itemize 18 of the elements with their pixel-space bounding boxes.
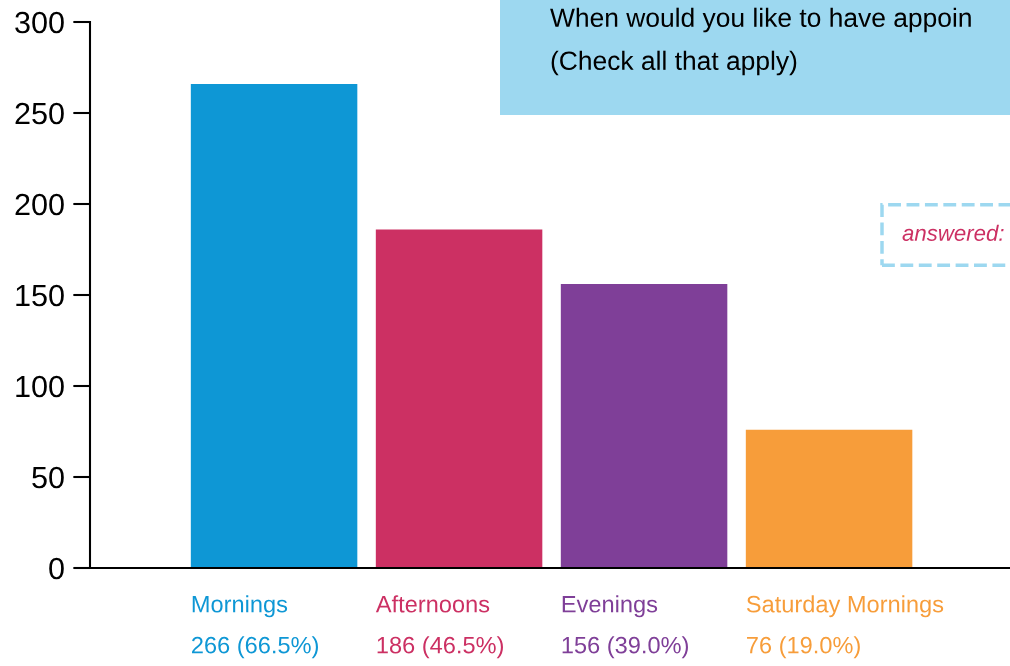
y-tick-label: 150 — [16, 284, 64, 307]
x-tick-label: Saturday Mornings — [746, 595, 944, 618]
y-tick-label: 250 — [15, 102, 64, 125]
x-tick-label: Afternoons — [375, 595, 490, 613]
data-label: 76 (19.0%) — [747, 636, 860, 659]
y-tick-label: 200 — [15, 193, 64, 216]
x-tick-label: Mornings — [192, 595, 288, 618]
y-tick-label: 50 — [32, 466, 64, 489]
y-tick-label: 0 — [49, 557, 64, 580]
y-tick-label: 100 — [16, 375, 64, 398]
y-tick-label: 300 — [15, 11, 64, 34]
text: (Check all that apply) — [551, 50, 797, 76]
annotation: answered: — [902, 224, 1004, 241]
data-label: 266 (66.5%) — [192, 636, 318, 659]
data-label: 186 (46.5%) — [377, 636, 503, 659]
x-tick-label: Evenings — [562, 595, 658, 618]
chart-title: When would you like to have appoin — [550, 7, 971, 33]
data-label: 156 (39.0%) — [562, 636, 688, 659]
